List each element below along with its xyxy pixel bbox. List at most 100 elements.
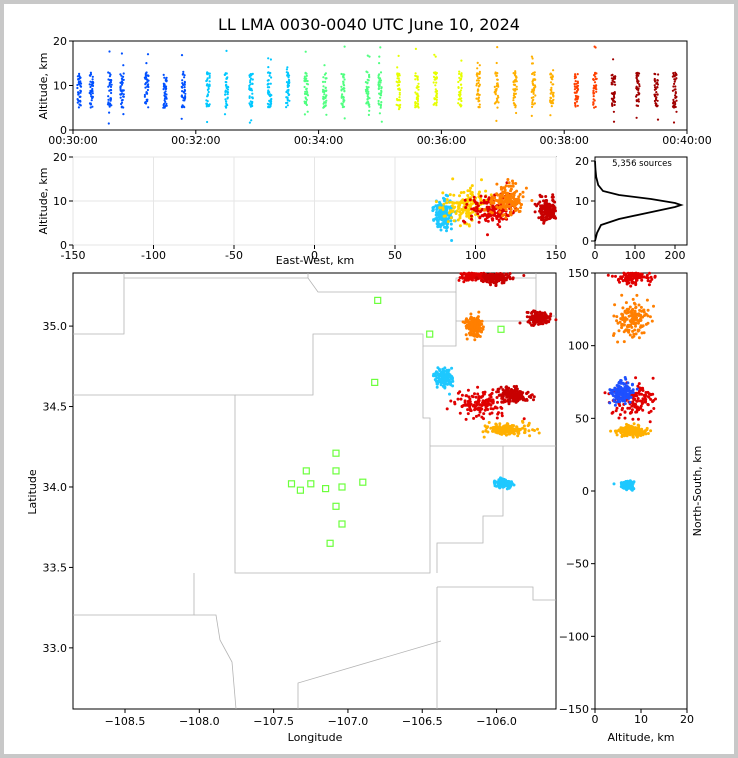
time-point xyxy=(205,99,208,102)
ns-ytick-label: 100 xyxy=(568,340,589,353)
time-point xyxy=(497,96,500,99)
time-point xyxy=(496,82,499,85)
time-series-points xyxy=(76,45,678,125)
ns-point xyxy=(624,301,628,305)
time-point xyxy=(121,89,124,92)
time-point xyxy=(478,70,481,73)
time-point xyxy=(205,79,208,83)
time-point xyxy=(653,79,656,82)
time-point xyxy=(611,103,614,106)
ew-point xyxy=(458,216,462,220)
station-marker xyxy=(426,330,434,338)
time-point xyxy=(379,71,383,74)
ew-point xyxy=(554,209,557,213)
ew-point xyxy=(440,222,444,226)
time-point xyxy=(459,98,462,101)
time-point xyxy=(638,85,641,88)
ns-point xyxy=(619,277,623,280)
time-point xyxy=(180,54,184,57)
station-marker xyxy=(371,378,379,386)
plan-point xyxy=(489,403,493,407)
time-point xyxy=(342,73,345,76)
time-xtick-label: 00:34:00 xyxy=(294,134,343,147)
time-ytick-label: 20 xyxy=(53,35,67,48)
time-point xyxy=(325,113,328,116)
time-point xyxy=(225,103,228,106)
plan-point xyxy=(438,369,442,372)
time-point xyxy=(377,81,380,84)
ns-point xyxy=(628,411,632,415)
plan-point xyxy=(518,321,522,325)
time-point xyxy=(145,62,148,65)
ew-point xyxy=(442,202,446,206)
time-point xyxy=(398,91,401,94)
time-point xyxy=(377,99,380,103)
ew-point xyxy=(486,219,490,223)
time-point xyxy=(91,78,94,81)
time-point xyxy=(513,92,516,95)
station-marker xyxy=(374,296,382,304)
ns-point xyxy=(641,324,645,328)
plan-point xyxy=(537,318,541,322)
time-point xyxy=(458,76,461,79)
ew-point xyxy=(512,195,515,199)
time-point xyxy=(368,109,371,112)
time-point xyxy=(593,92,596,95)
time-point xyxy=(304,79,308,82)
time-point xyxy=(460,59,463,62)
time-point xyxy=(551,75,554,78)
time-point xyxy=(573,82,576,85)
time-point xyxy=(478,103,481,106)
plan-point xyxy=(490,391,494,395)
hist-xtick-label: 0 xyxy=(592,249,599,262)
time-point xyxy=(303,77,306,80)
ew-point xyxy=(486,209,490,213)
plan-point xyxy=(486,277,490,280)
time-point xyxy=(304,50,307,53)
plan-point xyxy=(474,395,478,399)
time-point xyxy=(305,92,308,96)
plan-point xyxy=(456,397,460,401)
time-point xyxy=(91,92,94,95)
ns-point xyxy=(649,429,653,433)
station-marker xyxy=(287,480,296,488)
ns-point xyxy=(617,416,621,420)
ew-point xyxy=(544,205,548,209)
plan-point xyxy=(544,320,547,324)
plan-point xyxy=(461,320,465,324)
time-point xyxy=(457,80,460,84)
time-point xyxy=(674,96,677,99)
ew-point xyxy=(499,216,503,220)
time-point xyxy=(183,90,186,93)
time-point xyxy=(224,100,228,103)
time-point xyxy=(656,93,659,96)
time-point xyxy=(323,93,326,96)
ns-point xyxy=(628,400,632,404)
plan-point xyxy=(466,388,470,392)
ns-point xyxy=(636,384,640,388)
time-point xyxy=(322,85,325,88)
ew-point xyxy=(446,194,450,198)
time-point xyxy=(674,85,677,88)
time-ylabel: Altitude, km xyxy=(37,52,50,119)
time-point xyxy=(549,81,553,84)
plan-point xyxy=(532,398,535,402)
plan-point xyxy=(489,407,493,411)
plan-point xyxy=(477,310,481,314)
ns-point xyxy=(615,384,619,387)
ew-point xyxy=(550,195,554,199)
time-point xyxy=(673,82,676,85)
time-point xyxy=(514,74,517,77)
plan-point xyxy=(467,395,471,399)
ns-point xyxy=(610,392,614,395)
plan-point xyxy=(433,378,437,382)
ns-point xyxy=(619,379,623,382)
time-point xyxy=(183,86,186,89)
time-point xyxy=(226,90,229,94)
ew-point xyxy=(483,208,486,212)
ew-point xyxy=(506,197,509,200)
plan-point xyxy=(449,383,453,387)
time-point xyxy=(655,102,658,106)
plan-point xyxy=(459,272,463,276)
plan-point xyxy=(504,273,508,277)
